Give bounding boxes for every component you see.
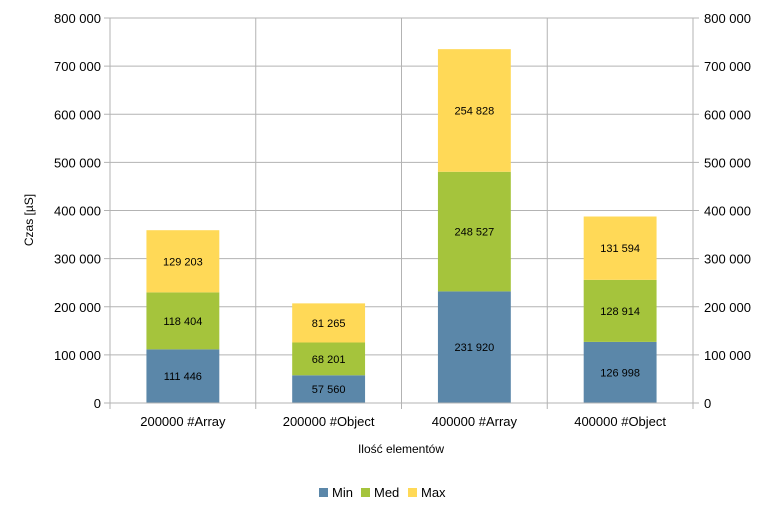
- bar-segment-max: [146, 230, 220, 293]
- bar-segment-med: [292, 342, 366, 376]
- left-axis-ticks: 0 100 000 200 000 300 000 400 000 500 000 600 …: [54, 11, 101, 411]
- y-tick-label-left: 800 000: [54, 11, 101, 26]
- bar-segment-min: [437, 291, 511, 403]
- data-label-max: 81 265: [312, 318, 346, 330]
- legend-label-min: Min: [332, 485, 353, 500]
- legend-swatch-max: [408, 488, 417, 497]
- bar-segment-med: [437, 171, 511, 292]
- legend-swatch-min: [319, 488, 328, 497]
- legend-swatch-med: [361, 488, 370, 497]
- y-tick-label-left: 300 000: [54, 252, 101, 267]
- bars: [146, 49, 657, 403]
- y-tick-label-right: 200 000: [704, 300, 751, 315]
- category-labels: 200000 #Array 200000 #Object 400000 #Array…: [140, 414, 666, 429]
- bar-segment-med: [583, 279, 657, 342]
- y-tick-label-left: 600 000: [54, 107, 101, 122]
- x-category-label: 400000 #Object: [574, 414, 666, 429]
- y-tick-label-right: 600 000: [704, 107, 751, 122]
- y-tick-label-left: 400 000: [54, 204, 101, 219]
- data-label-med: 248 527: [454, 227, 494, 239]
- data-label-med: 128 914: [600, 306, 640, 318]
- y-tick-label-right: 400 000: [704, 204, 751, 219]
- data-label-min: 111 446: [164, 371, 202, 383]
- y-tick-label-right: 500 000: [704, 155, 751, 170]
- data-label-med: 118 404: [163, 316, 202, 328]
- bar-segment-min: [292, 375, 366, 403]
- x-category-label: 200000 #Object: [283, 414, 375, 429]
- bar-segment-med: [146, 292, 220, 350]
- y-tick-label-left: 0: [94, 396, 101, 411]
- x-category-label: 400000 #Array: [432, 414, 518, 429]
- y-axis-title: Czas [µS]: [22, 194, 36, 246]
- x-axis-title: Ilość elementów: [358, 442, 444, 456]
- y-tick-label-left: 500 000: [54, 155, 101, 170]
- x-category-label: 200000 #Array: [140, 414, 226, 429]
- legend: Min Med Max: [319, 485, 446, 500]
- axes: [104, 17, 699, 409]
- right-axis-ticks: 0 100 000 200 000 300 000 400 000 500 000 600 …: [704, 11, 751, 411]
- data-labels: 111 446 118 404 129 203 57 560 68 201 81 265 2…: [163, 105, 640, 396]
- data-label-min: 231 920: [454, 342, 494, 354]
- legend-label-med: Med: [374, 485, 399, 500]
- data-label-med: 68 201: [312, 354, 346, 366]
- y-tick-label-left: 100 000: [54, 348, 101, 363]
- y-tick-label-right: 300 000: [704, 252, 751, 267]
- data-label-min: 57 560: [312, 384, 346, 396]
- bar-segment-min: [583, 341, 657, 403]
- y-tick-label-right: 0: [704, 396, 711, 411]
- y-tick-label-left: 200 000: [54, 300, 101, 315]
- bar-segment-max: [583, 216, 657, 280]
- legend-label-max: Max: [421, 485, 446, 500]
- bar-segment-min: [146, 349, 220, 403]
- data-label-max: 129 203: [163, 256, 203, 268]
- bar-segment-max: [437, 49, 511, 172]
- data-label-max: 254 828: [454, 105, 494, 117]
- y-tick-label-right: 700 000: [704, 59, 751, 74]
- bar-segment-max: [292, 303, 366, 343]
- data-label-min: 126 998: [600, 367, 640, 379]
- y-tick-label-right: 800 000: [704, 11, 751, 26]
- y-tick-label-left: 700 000: [54, 59, 101, 74]
- data-label-max: 131 594: [600, 243, 640, 255]
- y-tick-label-right: 100 000: [704, 348, 751, 363]
